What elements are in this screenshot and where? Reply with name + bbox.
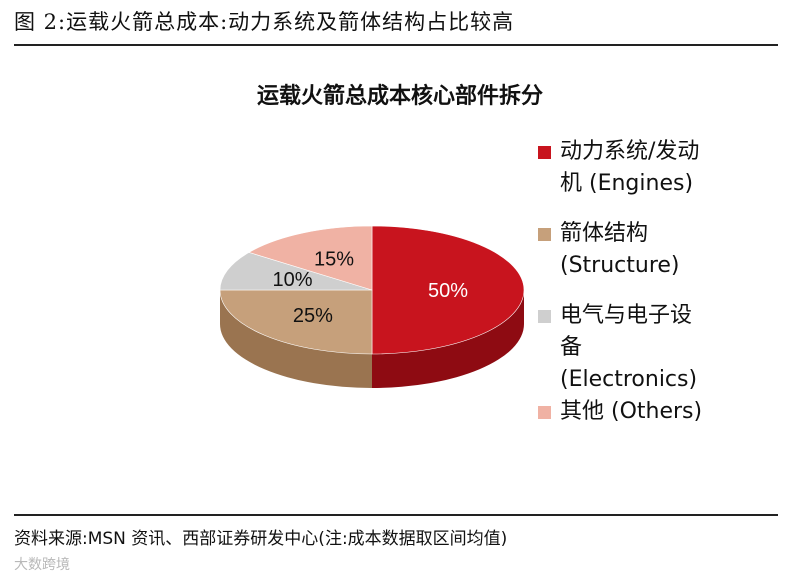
pie-slice-electronics [219,252,373,291]
data-label-electronics: 10% [272,269,312,291]
bottom-rule [14,514,778,516]
pie-side-engines [372,290,524,388]
legend-label-engines-line1: 动力系统/发动 [560,139,700,164]
source-note: 资料来源:MSN 资讯、西部证券研发中心(注:成本数据取区间均值) [14,529,508,549]
legend-swatch-engines [538,146,551,159]
data-label-structure: 25% [293,305,333,327]
legend-item-others: 其他 (Others) [538,396,778,428]
legend-item-electronics: 电气与电子设 备 (Electronics) [538,300,778,396]
pie-slice-engines [371,225,525,355]
pie-slice-structure [219,289,373,355]
watermark: 大数跨境 [14,557,70,573]
legend-item-structure: 箭体结构 (Structure) [538,218,778,282]
pie-side-structure [220,290,372,388]
legend-label-electronics-line2: 备 [560,335,583,360]
legend-label-engines-line2: 机 (Engines) [560,171,694,196]
legend-swatch-electronics [538,310,551,323]
legend-swatch-others [538,406,551,419]
legend-label-structure-line1: 箭体结构 [560,221,649,246]
legend-item-engines: 动力系统/发动 机 (Engines) [538,136,778,200]
legend-label-structure-line2: (Structure) [560,253,680,278]
data-label-others: 15% [314,249,354,271]
figure-title: 图 2:运载火箭总成本:动力系统及箭体结构占比较高 [14,10,515,34]
legend-label-others-line1: 其他 (Others) [560,399,703,424]
chart-title: 运载火箭总成本核心部件拆分 [256,83,543,109]
data-label-engines: 50% [428,280,468,302]
legend-label-electronics-line1: 电气与电子设 [560,303,693,328]
legend-swatch-structure [538,228,551,241]
legend: 动力系统/发动 机 (Engines) 箭体结构 (Structure) 电气与… [538,136,778,428]
legend-label-electronics-line3: (Electronics) [560,367,698,392]
pie-slice-others [248,225,373,291]
top-rule [14,44,778,46]
